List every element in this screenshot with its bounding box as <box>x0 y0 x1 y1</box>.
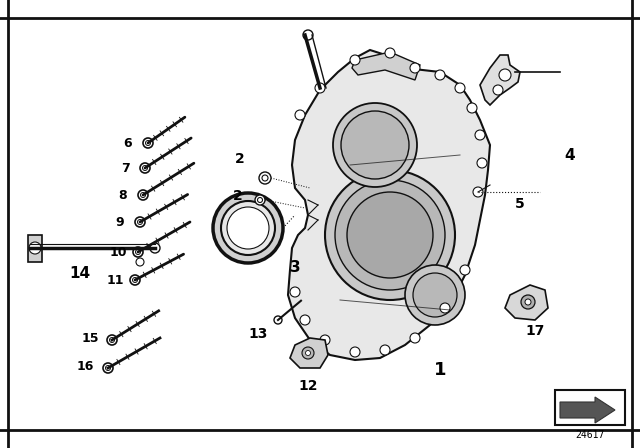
Text: 3: 3 <box>290 260 300 275</box>
Circle shape <box>138 190 148 200</box>
Text: 1: 1 <box>434 361 446 379</box>
Circle shape <box>413 273 457 317</box>
Circle shape <box>410 333 420 343</box>
Circle shape <box>350 347 360 357</box>
Circle shape <box>405 265 465 325</box>
Text: 6: 6 <box>124 137 132 150</box>
Circle shape <box>29 242 41 254</box>
Polygon shape <box>480 55 520 105</box>
Circle shape <box>300 315 310 325</box>
Circle shape <box>499 69 511 81</box>
Circle shape <box>325 170 455 300</box>
Circle shape <box>290 287 300 297</box>
Circle shape <box>315 83 325 93</box>
Circle shape <box>221 201 275 255</box>
Text: 11: 11 <box>106 273 124 287</box>
Circle shape <box>140 163 150 173</box>
Circle shape <box>473 187 483 197</box>
Circle shape <box>455 83 465 93</box>
Circle shape <box>320 335 330 345</box>
Circle shape <box>143 138 153 148</box>
Circle shape <box>347 192 433 278</box>
Circle shape <box>107 335 117 345</box>
Text: 2: 2 <box>233 189 243 203</box>
Text: 17: 17 <box>525 324 545 338</box>
Text: 5: 5 <box>515 197 525 211</box>
Circle shape <box>135 217 145 227</box>
Circle shape <box>255 195 265 205</box>
Polygon shape <box>505 285 548 320</box>
Circle shape <box>410 63 420 73</box>
Circle shape <box>460 265 470 275</box>
Circle shape <box>302 347 314 359</box>
Circle shape <box>341 111 409 179</box>
Text: 9: 9 <box>116 215 124 228</box>
Text: 10: 10 <box>109 246 127 258</box>
Polygon shape <box>352 52 420 80</box>
Circle shape <box>259 172 271 184</box>
Circle shape <box>227 207 269 249</box>
Circle shape <box>333 103 417 187</box>
Text: 14: 14 <box>69 266 91 281</box>
Circle shape <box>440 303 450 313</box>
Text: 7: 7 <box>120 161 129 175</box>
Circle shape <box>295 110 305 120</box>
Circle shape <box>335 180 445 290</box>
Circle shape <box>475 130 485 140</box>
Text: 12: 12 <box>298 379 317 393</box>
Circle shape <box>305 350 310 356</box>
Circle shape <box>213 193 283 263</box>
Circle shape <box>525 299 531 305</box>
Text: 2: 2 <box>235 152 245 166</box>
Text: 16: 16 <box>76 360 93 373</box>
Polygon shape <box>560 397 615 423</box>
Circle shape <box>133 247 143 257</box>
Circle shape <box>435 70 445 80</box>
Text: 8: 8 <box>118 189 127 202</box>
Circle shape <box>274 316 282 324</box>
Circle shape <box>477 158 487 168</box>
Circle shape <box>467 103 477 113</box>
Circle shape <box>303 30 313 40</box>
Text: 13: 13 <box>248 327 268 341</box>
Circle shape <box>385 48 395 58</box>
Text: 4: 4 <box>564 147 575 163</box>
Circle shape <box>103 363 113 373</box>
Text: 24617: 24617 <box>575 430 605 440</box>
Polygon shape <box>288 50 490 360</box>
Polygon shape <box>28 235 42 262</box>
Circle shape <box>150 243 160 253</box>
Circle shape <box>380 345 390 355</box>
Polygon shape <box>290 338 328 368</box>
Circle shape <box>350 55 360 65</box>
Circle shape <box>130 275 140 285</box>
Circle shape <box>136 258 144 266</box>
Text: 15: 15 <box>81 332 99 345</box>
Circle shape <box>521 295 535 309</box>
Circle shape <box>493 85 503 95</box>
